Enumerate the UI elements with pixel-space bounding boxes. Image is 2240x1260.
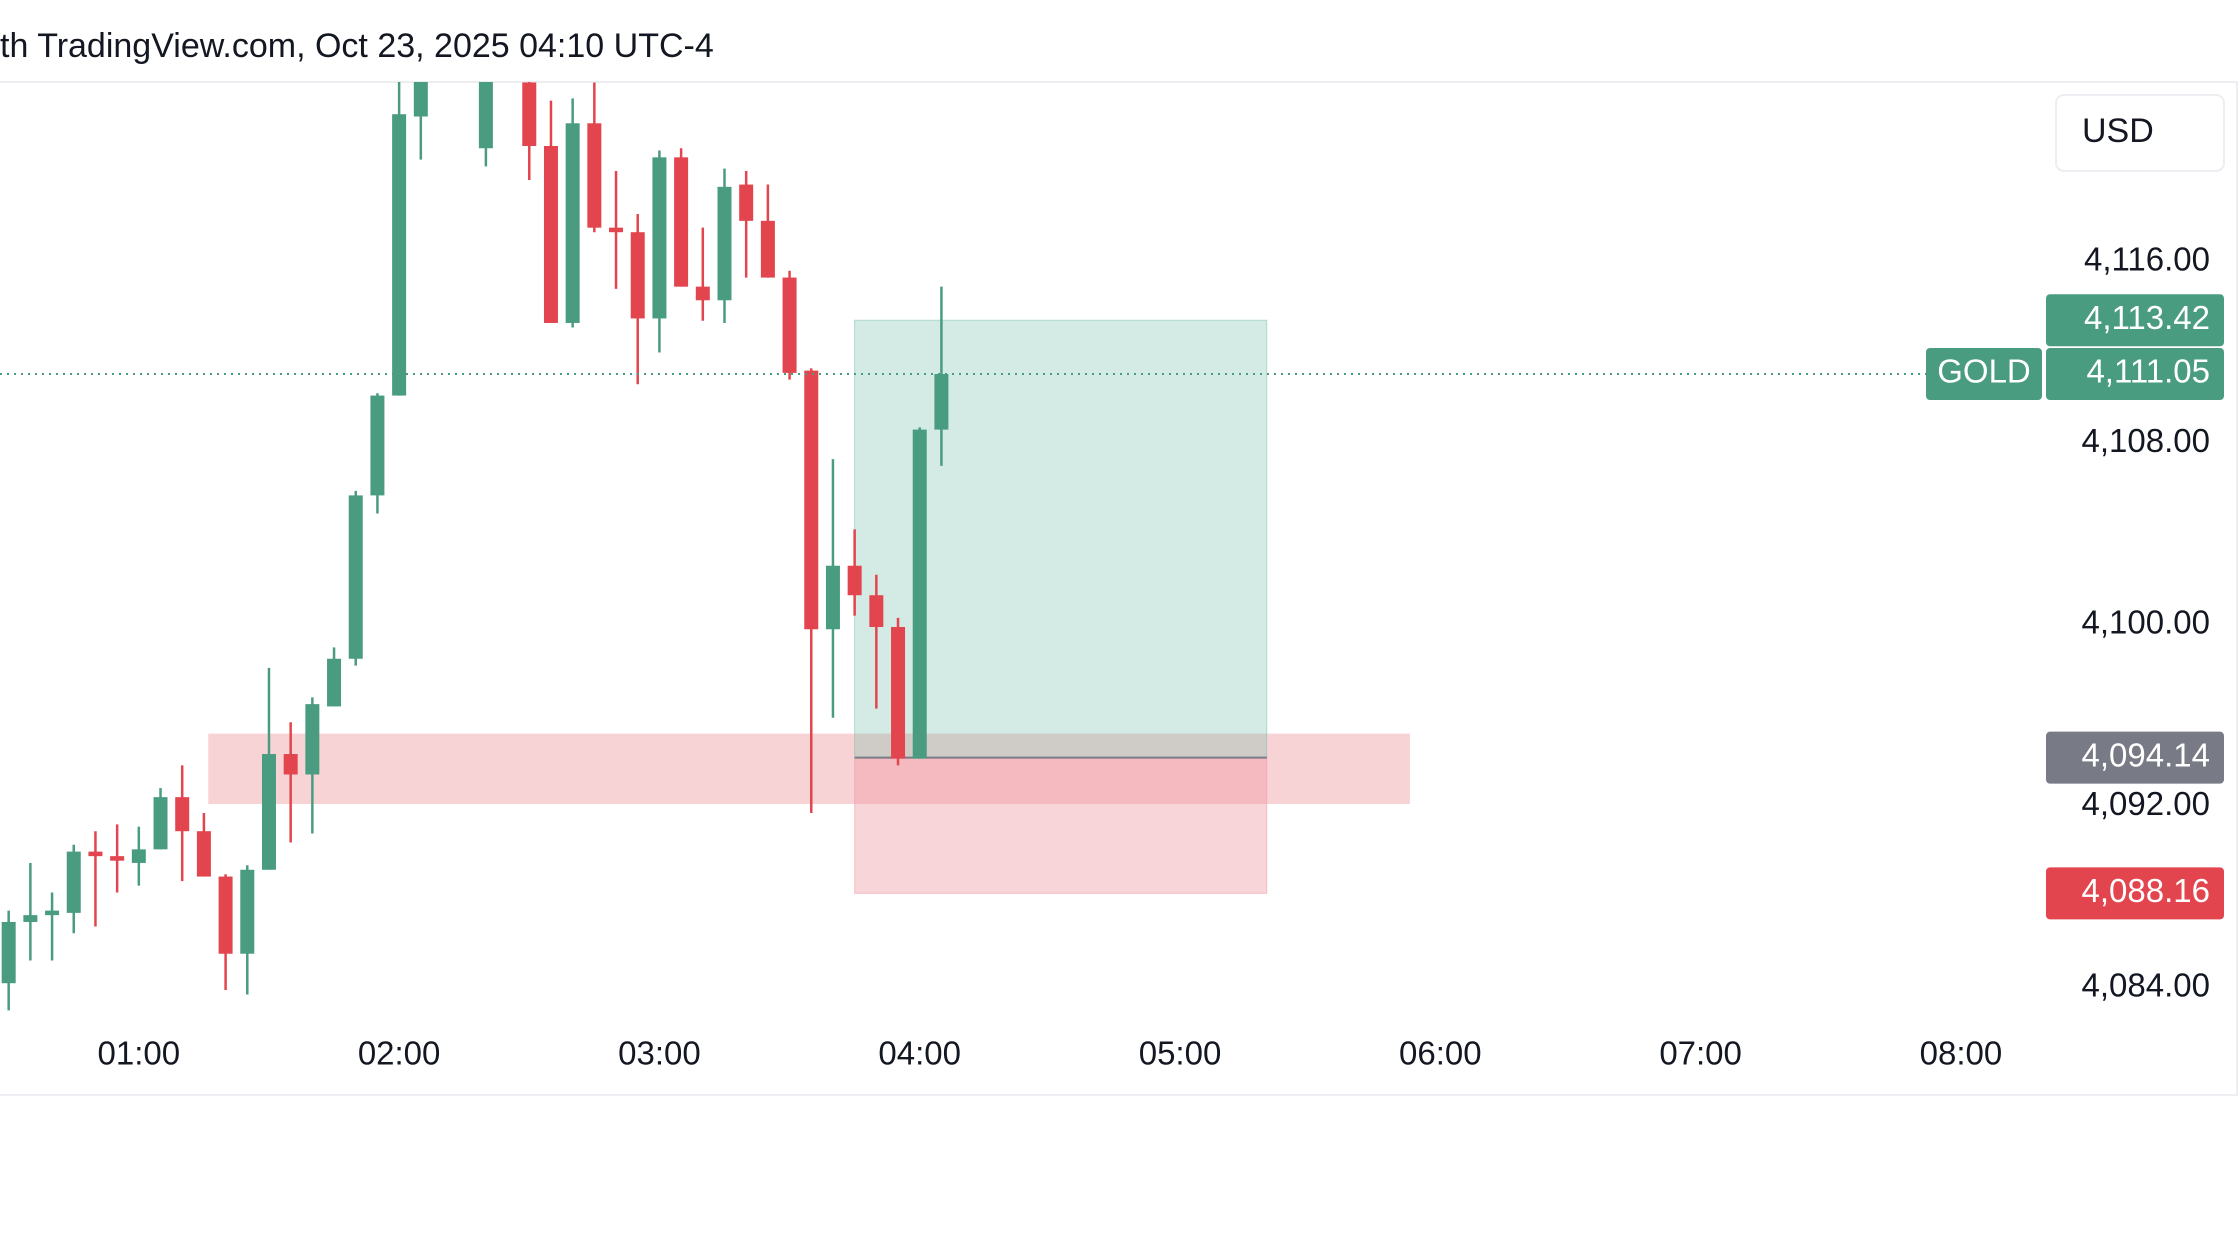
candle-body (305, 704, 320, 775)
candle-body (110, 856, 125, 861)
candle-body (739, 184, 754, 221)
candle-body (782, 277, 797, 373)
header-text: th TradingView.com, Oct 23, 2025 04:10 U… (0, 27, 714, 65)
entry-label-bg (2046, 731, 2224, 784)
candle-body (88, 851, 103, 857)
stop-label: 4,088.16 (2082, 872, 2210, 909)
y-tick-label: 4,084.00 (2082, 966, 2210, 1003)
y-tick-label: 4,108.00 (2082, 422, 2210, 459)
candle-body (45, 910, 60, 916)
candle-body (804, 370, 819, 630)
x-tick-label: 01:00 (98, 1035, 181, 1072)
candle-body (674, 157, 689, 287)
position-stop (854, 757, 1268, 894)
candle-body (175, 797, 190, 832)
target-label: 4,113.42 (2084, 299, 2210, 336)
currency-label: USD (2082, 112, 2154, 150)
x-tick-label: 08:00 (1920, 1035, 2003, 1072)
last-price-label-bg (2046, 348, 2224, 401)
candle-body (912, 429, 927, 759)
currency-box (2055, 94, 2225, 172)
candle-body (23, 915, 38, 922)
candle-body (717, 186, 732, 301)
candle-body (825, 565, 840, 630)
candle-body (934, 374, 949, 430)
y-tick-label: 4,116.00 (2084, 240, 2210, 277)
candle-body (153, 797, 168, 850)
candle-body (196, 831, 211, 877)
candle-body (327, 658, 342, 707)
y-tick-label: 4,092.00 (2082, 785, 2210, 822)
candle-body (565, 123, 580, 323)
candle-body (283, 754, 298, 775)
x-tick-label: 07:00 (1659, 1035, 1742, 1072)
candle-body (847, 565, 862, 596)
x-tick-label: 04:00 (878, 1035, 961, 1072)
symbol-label-bg (1926, 348, 2042, 401)
candle-body (891, 626, 906, 759)
candle-body (131, 849, 146, 863)
candle-body (348, 495, 363, 659)
x-tick-label: 02:00 (358, 1035, 441, 1072)
entry-label: 4,094.14 (2082, 736, 2210, 773)
candle-body (869, 595, 884, 627)
candle-body (370, 395, 385, 496)
candle-body (1, 921, 16, 984)
candle-body (609, 227, 624, 233)
candle-body (478, 82, 493, 149)
symbol-label: GOLD (1937, 353, 2031, 390)
candle-body (695, 286, 710, 301)
candle-body (652, 157, 667, 319)
x-tick-label: 05:00 (1139, 1035, 1222, 1072)
last-price-label: 4,111.05 (2086, 353, 2210, 390)
pane (1, 82, 1410, 1011)
y-tick-label: 4,100.00 (2082, 603, 2210, 640)
candle-body (261, 754, 276, 870)
candle-body (218, 876, 233, 954)
candle-body (630, 232, 645, 319)
candle-body (587, 123, 602, 228)
stop-label-bg (2046, 867, 2224, 920)
candle-body (66, 851, 81, 913)
candle-body (543, 145, 558, 323)
candle-body (760, 220, 775, 278)
target-label-bg (2046, 294, 2224, 347)
candle-body (522, 82, 537, 146)
x-tick-label: 06:00 (1399, 1035, 1482, 1072)
x-tick-label: 03:00 (618, 1035, 701, 1072)
candle-body (392, 114, 407, 396)
zone (208, 733, 1410, 804)
candle-body (240, 869, 255, 954)
candle-body (413, 82, 428, 117)
